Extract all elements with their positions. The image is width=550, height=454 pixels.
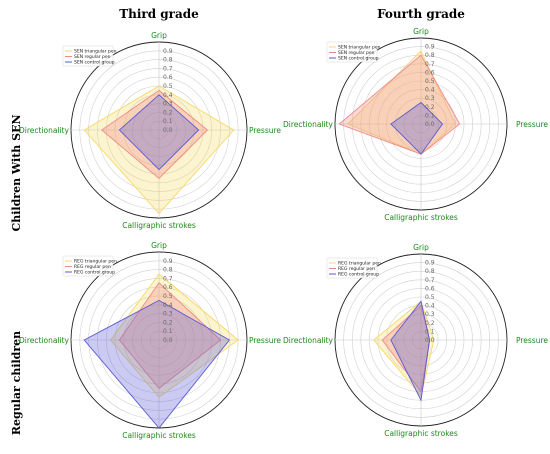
tick-label: 0.6 xyxy=(163,74,173,81)
tick-label: 0.4 xyxy=(425,87,435,94)
tick-label: 0.9 xyxy=(425,44,435,51)
tick-label: 0.7 xyxy=(425,277,435,284)
tick-label: 0.2 xyxy=(425,104,435,111)
axis-label-0: Grip xyxy=(151,241,167,250)
tick-label: 0.0 xyxy=(163,127,173,134)
tick-label: 0.8 xyxy=(163,57,173,64)
legend-label-regular: REG regular pen xyxy=(74,264,111,270)
tick-label: 0.3 xyxy=(163,101,173,108)
tick-label: 0.6 xyxy=(425,69,435,76)
tick-label: 0.4 xyxy=(163,302,173,309)
row-title-regular: Regular children xyxy=(10,331,23,435)
tick-label: 0.5 xyxy=(163,293,173,300)
legend-box xyxy=(62,45,114,67)
legend-label-control: REG control group xyxy=(74,270,115,276)
series-triangular-area xyxy=(83,85,235,215)
legend-label-triangular: REG triangular pen xyxy=(74,259,117,265)
series-control-area xyxy=(118,94,200,171)
series-triangular-area xyxy=(373,300,435,397)
tick-label: 0.4 xyxy=(425,303,435,310)
tick-label: 0.6 xyxy=(425,285,435,292)
tick-label: 0.0 xyxy=(163,337,173,344)
radar-chart-3: 0.0 0.10.2 0.30.4 0.5 0.60.7 0.80.9 Grip Pressu… xyxy=(283,243,548,438)
tick-label: 0.8 xyxy=(163,267,173,274)
tick-label: 0.0 xyxy=(425,121,435,128)
legend-label-triangular: SEN triangular pen xyxy=(338,45,381,51)
tick-label: 0.7 xyxy=(425,61,435,68)
series-regular-area xyxy=(101,89,209,180)
series-triangular-area xyxy=(110,273,239,398)
radar-chart-0: 0.0 0.1 0.20.3 0.4 0.5 0.6 0.70.8 0.9 Grip Pressu… xyxy=(19,31,281,230)
axis-label-2: Calligraphic strokes xyxy=(122,431,196,440)
series-control-area xyxy=(390,101,444,155)
series-control-area xyxy=(390,300,431,402)
axis-label-1: Pressure xyxy=(249,126,281,135)
axis-label-0: Grip xyxy=(151,31,167,40)
tick-label: 0.1 xyxy=(163,118,173,125)
column-title-fourth-grade: Fourth grade xyxy=(377,7,465,21)
axis-label-3: Directionality xyxy=(283,120,334,129)
axis-label-0: Grip xyxy=(413,27,429,36)
axis-label-1: Pressure xyxy=(249,336,281,345)
legend-box xyxy=(326,41,378,63)
legend-label-regular: SEN regular pen xyxy=(338,50,375,56)
legend-label-control: REG control group xyxy=(338,272,379,278)
axis-label-3: Directionality xyxy=(283,336,334,345)
tick-label: 0.4 xyxy=(163,92,173,99)
tick-label: 0.1 xyxy=(425,112,435,119)
tick-label: 0.9 xyxy=(425,260,435,267)
tick-label: 0.5 xyxy=(425,78,435,85)
tick-label: 0.6 xyxy=(163,284,173,291)
axis-label-2: Calligraphic strokes xyxy=(384,213,458,222)
axis-label-2: Calligraphic strokes xyxy=(122,221,196,230)
tick-label: 0.2 xyxy=(163,319,173,326)
tick-label: 0.9 xyxy=(163,48,173,55)
radar-chart-2: 0.0 0.1 0.20.3 0.4 0.5 0.6 0.70.8 0.9 Grip Pressu… xyxy=(19,241,281,440)
axis-label-3: Directionality xyxy=(19,336,70,345)
tick-label: 0.5 xyxy=(163,83,173,90)
tick-label: 0.3 xyxy=(425,311,435,318)
legend-label-regular: SEN regular pen xyxy=(74,54,111,60)
tick-label: 0.0 xyxy=(425,337,435,344)
legend-label-regular: REG regular pen xyxy=(338,266,375,272)
tick-label: 0.7 xyxy=(163,65,173,72)
series-control-area xyxy=(83,299,231,429)
legend-label-triangular: REG triangular pen xyxy=(338,261,381,267)
axis-label-1: Pressure xyxy=(516,120,548,129)
legend-label-triangular: SEN triangular pen xyxy=(74,49,117,55)
legend-label-control: SEN control group xyxy=(338,56,379,62)
tick-label: 0.1 xyxy=(163,328,173,335)
axis-label-2: Calligraphic strokes xyxy=(384,429,458,438)
legend-box xyxy=(62,255,114,277)
tick-label: 0.8 xyxy=(425,52,435,59)
series-regular-area xyxy=(118,282,222,390)
column-title-third-grade: Third grade xyxy=(119,7,199,21)
tick-label: 0.7 xyxy=(163,275,173,282)
tick-label: 0.3 xyxy=(425,95,435,102)
axis-label-1: Pressure xyxy=(516,336,548,345)
axis-label-3: Directionality xyxy=(19,126,70,135)
tick-label: 0.2 xyxy=(163,109,173,116)
row-title-sen: Children With SEN xyxy=(10,114,23,231)
tick-label: 0.1 xyxy=(425,328,435,335)
tick-label: 0.3 xyxy=(163,311,173,318)
tick-label: 0.8 xyxy=(425,268,435,275)
legend-box xyxy=(326,257,378,279)
radar-charts: 0.00.10.20.30.40.50.60.70.80.9GripPressu… xyxy=(19,27,548,440)
tick-label: 0.9 xyxy=(163,258,173,265)
tick-label: 0.2 xyxy=(425,320,435,327)
axis-label-0: Grip xyxy=(413,243,429,252)
tick-label: 0.5 xyxy=(425,294,435,301)
legend-label-control: SEN control group xyxy=(74,60,115,66)
radar-chart-1: 0.0 0.10.2 0.30.4 0.5 0.60.7 0.80.9 Grip Pressu… xyxy=(283,27,548,222)
